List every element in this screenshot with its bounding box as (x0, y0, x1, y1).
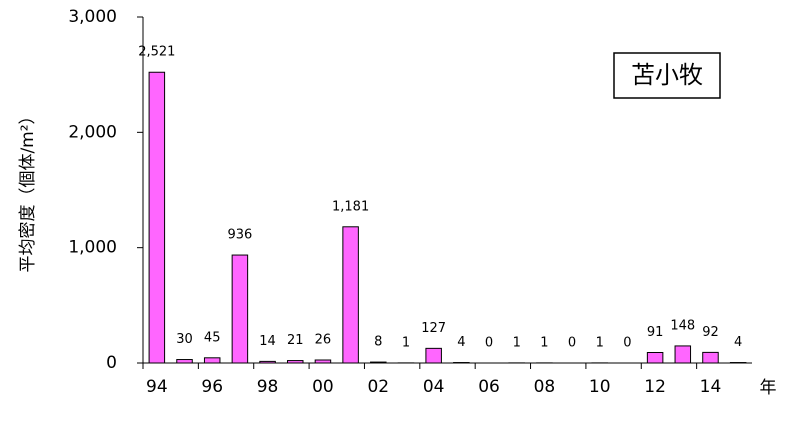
annotation-box (613, 52, 721, 99)
value-label: 45 (204, 330, 221, 345)
value-label: 0 (485, 336, 493, 351)
bar (176, 359, 193, 364)
value-label: 14 (259, 334, 276, 349)
x-tick-label: 94 (146, 377, 168, 397)
bar (259, 360, 276, 364)
annotation: 苫小牧 (631, 61, 703, 89)
x-tick-label: 10 (589, 377, 611, 397)
value-label: 1 (596, 335, 604, 350)
value-label: 30 (176, 332, 193, 347)
bar (231, 254, 249, 364)
x-tick-label: 08 (534, 377, 556, 397)
x-tick-label: 14 (700, 377, 722, 397)
bar (370, 361, 387, 364)
value-label: 148 (670, 318, 695, 333)
value-label: 0 (568, 336, 576, 351)
value-label: 936 (227, 228, 252, 243)
bar (425, 347, 442, 364)
x-tick-label: 00 (312, 377, 334, 397)
x-tick-label: 02 (367, 377, 389, 397)
x-tick-label: 98 (257, 377, 279, 397)
value-label: 8 (374, 335, 382, 350)
bar (203, 357, 221, 364)
value-label: 0 (623, 336, 631, 351)
y-tick-label: 3,000 (68, 7, 117, 27)
value-label: 92 (702, 325, 719, 340)
bar (342, 226, 359, 364)
bar (646, 352, 664, 364)
bar (286, 360, 304, 364)
value-label: 91 (647, 325, 664, 340)
x-tick-label: 96 (201, 377, 223, 397)
value-label: 4 (457, 335, 465, 350)
value-label: 127 (421, 321, 446, 336)
value-label: 2,521 (138, 45, 175, 60)
value-label: 1 (540, 335, 548, 350)
value-label: 1 (513, 335, 521, 350)
y-tick-label: 1,000 (68, 238, 117, 258)
y-tick-label: 0 (106, 353, 117, 373)
value-label: 21 (287, 333, 304, 348)
bar (674, 345, 692, 364)
x-axis-label: 年 (760, 378, 777, 398)
x-tick-label: 04 (423, 377, 445, 397)
bar (148, 71, 166, 364)
value-label: 1 (402, 335, 410, 350)
x-tick-label: 12 (644, 377, 666, 397)
bar (314, 359, 332, 364)
value-label: 26 (315, 333, 332, 348)
y-tick-label: 2,000 (68, 122, 117, 142)
y-axis-label: 平均密度（個体/m²） (18, 107, 38, 272)
x-tick-label: 06 (478, 377, 500, 397)
bar (702, 351, 719, 364)
value-label: 1,181 (332, 199, 369, 214)
value-label: 4 (734, 335, 742, 350)
